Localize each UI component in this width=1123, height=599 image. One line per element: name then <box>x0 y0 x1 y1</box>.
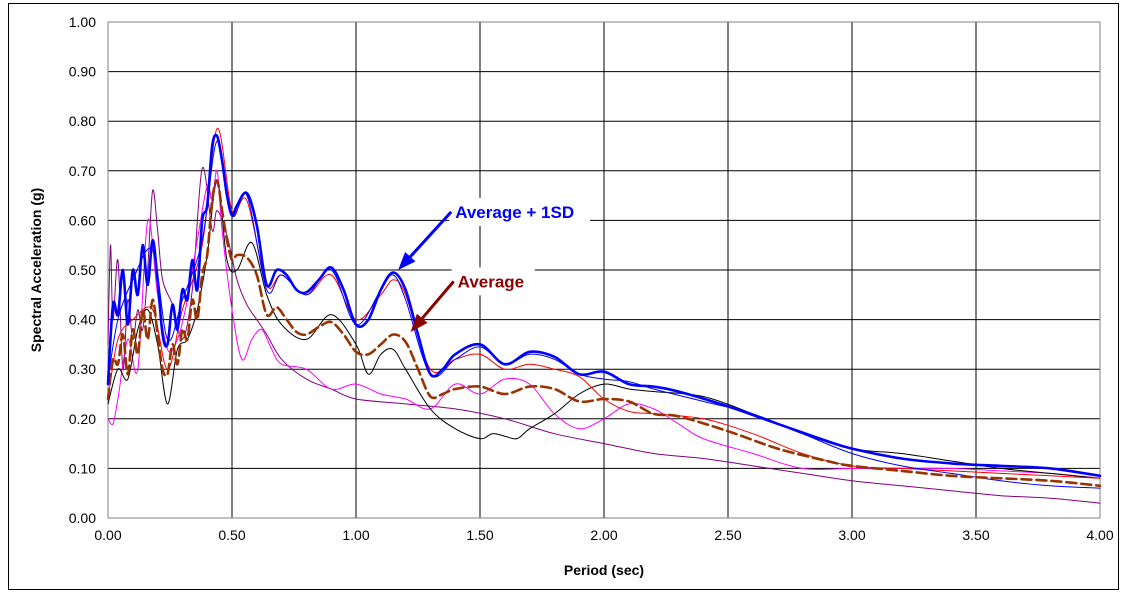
x-tick-label: 0.50 <box>218 527 245 543</box>
series-line-7 <box>106 179 1102 488</box>
x-tick-label: 3.00 <box>838 527 865 543</box>
annotation-background <box>449 197 590 226</box>
y-tick-label: 0.60 <box>69 212 96 228</box>
y-tick-label: 0.20 <box>69 411 96 427</box>
series-layer <box>106 128 1102 504</box>
annotation-label: Average <box>458 272 524 291</box>
x-tick-label: 2.50 <box>714 527 741 543</box>
chart-outer-border <box>8 3 1119 590</box>
x-tick-label: 4.00 <box>1086 527 1113 543</box>
y-tick-labels: 0.00 0.10 0.20 0.30 0.40 0.50 0.60 0.70 0.80 0.90… <box>69 14 96 526</box>
y-tick-label: 0.70 <box>69 163 96 179</box>
annotation-arrow-line <box>409 210 453 258</box>
series-line-1 <box>106 133 1102 478</box>
gridlines <box>107 21 1101 519</box>
y-tick-label: 0.10 <box>69 460 96 476</box>
x-axis-label: Period (sec) <box>564 562 644 578</box>
y-axis-label: Spectral Acceleration (g) <box>28 188 44 352</box>
x-tick-label: 2.00 <box>590 527 617 543</box>
x-tick-label: 1.50 <box>466 527 493 543</box>
plot-area-border <box>107 21 1101 519</box>
annotations: Average + 1SD Average <box>398 197 590 332</box>
y-tick-label: 0.80 <box>69 113 96 129</box>
annotation-arrow-line <box>421 280 455 320</box>
y-tick-label: 0.50 <box>69 262 96 278</box>
annotation-arrowhead <box>410 313 428 332</box>
y-tick-label: 0.00 <box>69 510 96 526</box>
x-tick-label: 3.50 <box>962 527 989 543</box>
y-tick-label: 0.40 <box>69 312 96 328</box>
x-tick-label: 1.00 <box>342 527 369 543</box>
annotation-label: Average + 1SD <box>455 203 574 222</box>
series-line-6 <box>107 166 1101 504</box>
x-tick-label: 0.00 <box>94 527 121 543</box>
annotation-background <box>451 267 535 296</box>
y-tick-label: 0.90 <box>69 64 96 80</box>
y-tick-label: 0.30 <box>69 361 96 377</box>
x-tick-labels: 0.00 0.50 1.00 1.50 2.00 2.50 3.00 3.50 4.00 <box>94 527 1113 543</box>
annotation-arrowhead <box>398 251 416 270</box>
y-tick-label: 1.00 <box>69 14 96 30</box>
